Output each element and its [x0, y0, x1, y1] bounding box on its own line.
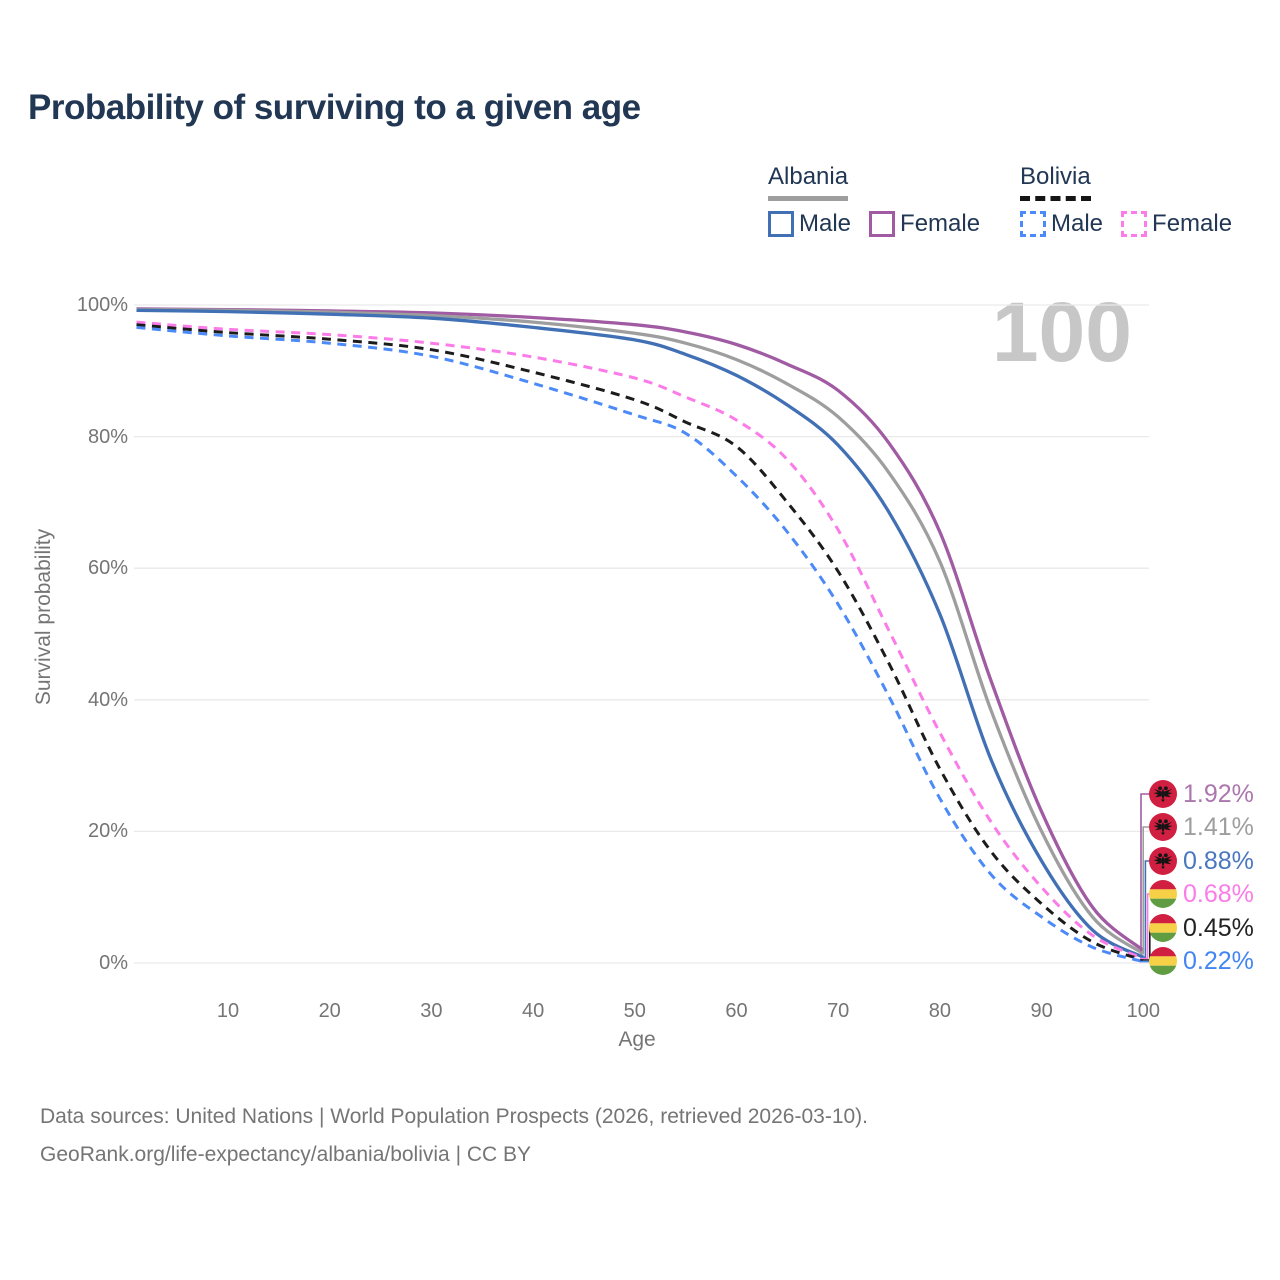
x-tick-label: 20 [318, 1000, 341, 1022]
flag-albania-icon [1149, 813, 1177, 841]
legend-group-bolivia: Bolivia Male Female [1020, 163, 1232, 238]
y-tick-label: 40% [87, 688, 128, 711]
y-tick-label: 80% [87, 425, 128, 448]
end-label-albania-male-male: 0.88% [1183, 847, 1254, 875]
flag-albania-icon [1149, 847, 1177, 875]
x-tick-label: 50 [623, 1000, 646, 1022]
x-tick-label: 90 [1030, 1000, 1053, 1022]
leader-line [1140, 826, 1152, 955]
legend-swatch-albania-male[interactable] [768, 211, 794, 237]
end-label-bolivia-female-female: 0.68% [1183, 880, 1254, 908]
flag-bolivia-icon [1149, 914, 1177, 942]
x-tick-label: 10 [216, 1000, 240, 1022]
legend-label-albania-male[interactable]: Male [799, 210, 852, 237]
flag-albania-icon [1149, 780, 1177, 808]
curve-bolivia-both-sexes[interactable] [136, 323, 1144, 962]
x-tick-label: 100 [1126, 1000, 1160, 1022]
page-title: Probability of surviving to a given age [28, 88, 641, 127]
x-tick-label: 60 [725, 1000, 748, 1022]
curve-albania-female-female[interactable] [136, 307, 1145, 952]
legend-swatch-albania-female[interactable] [869, 211, 896, 237]
curve-albania-both-sexes[interactable] [136, 307, 1145, 956]
leader-line [1140, 793, 1152, 952]
x-tick-label: 30 [420, 1000, 443, 1022]
end-label-bolivia-both-sexes: 0.45% [1183, 914, 1254, 942]
y-tick-label: 60% [87, 557, 128, 580]
footer-sources-line: Data sources: United Nations | World Pop… [40, 1105, 869, 1128]
y-tick-label: 20% [87, 820, 128, 843]
x-axis-title: Age [618, 1028, 656, 1051]
y-tick-label: 0% [99, 952, 128, 974]
curve-albania-male-male[interactable] [136, 308, 1145, 959]
curve-bolivia-male-male[interactable] [136, 325, 1144, 964]
x-tick-label: 70 [827, 1000, 850, 1022]
legend-swatch-bolivia-female[interactable] [1121, 211, 1148, 237]
flag-bolivia-icon [1149, 880, 1177, 908]
x-tick-label: 40 [521, 1000, 545, 1022]
legend-label-bolivia-male[interactable]: Male [1051, 210, 1104, 237]
end-label-albania-both-sexes: 1.41% [1183, 813, 1254, 841]
end-label-albania-female-female: 1.92% [1183, 780, 1254, 808]
y-axis-title: Survival probability [32, 528, 55, 706]
x-tick-label: 80 [928, 1000, 952, 1022]
legend-label-bolivia-female[interactable]: Female [1152, 210, 1233, 237]
legend-country-albania[interactable]: Albania [768, 163, 849, 201]
flag-bolivia-icon [1149, 947, 1177, 975]
legend-group-albania: Albania Male Female [768, 163, 980, 238]
leader-line [1140, 860, 1152, 958]
legend-swatch-bolivia-male[interactable] [1020, 211, 1046, 237]
end-label-bolivia-male-male: 0.22% [1183, 947, 1254, 975]
y-tick-label: 100% [76, 294, 128, 316]
legend-country-bolivia[interactable]: Bolivia [1020, 163, 1091, 201]
age-indicator-watermark: 100 [991, 285, 1132, 379]
curve-bolivia-female-female[interactable] [136, 320, 1144, 960]
footer-attribution-line: GeoRank.org/life-expectancy/albania/boli… [40, 1143, 532, 1166]
footer: Data sources: United Nations | World Pop… [40, 1098, 868, 1174]
legend-label-albania-female[interactable]: Female [900, 210, 981, 237]
